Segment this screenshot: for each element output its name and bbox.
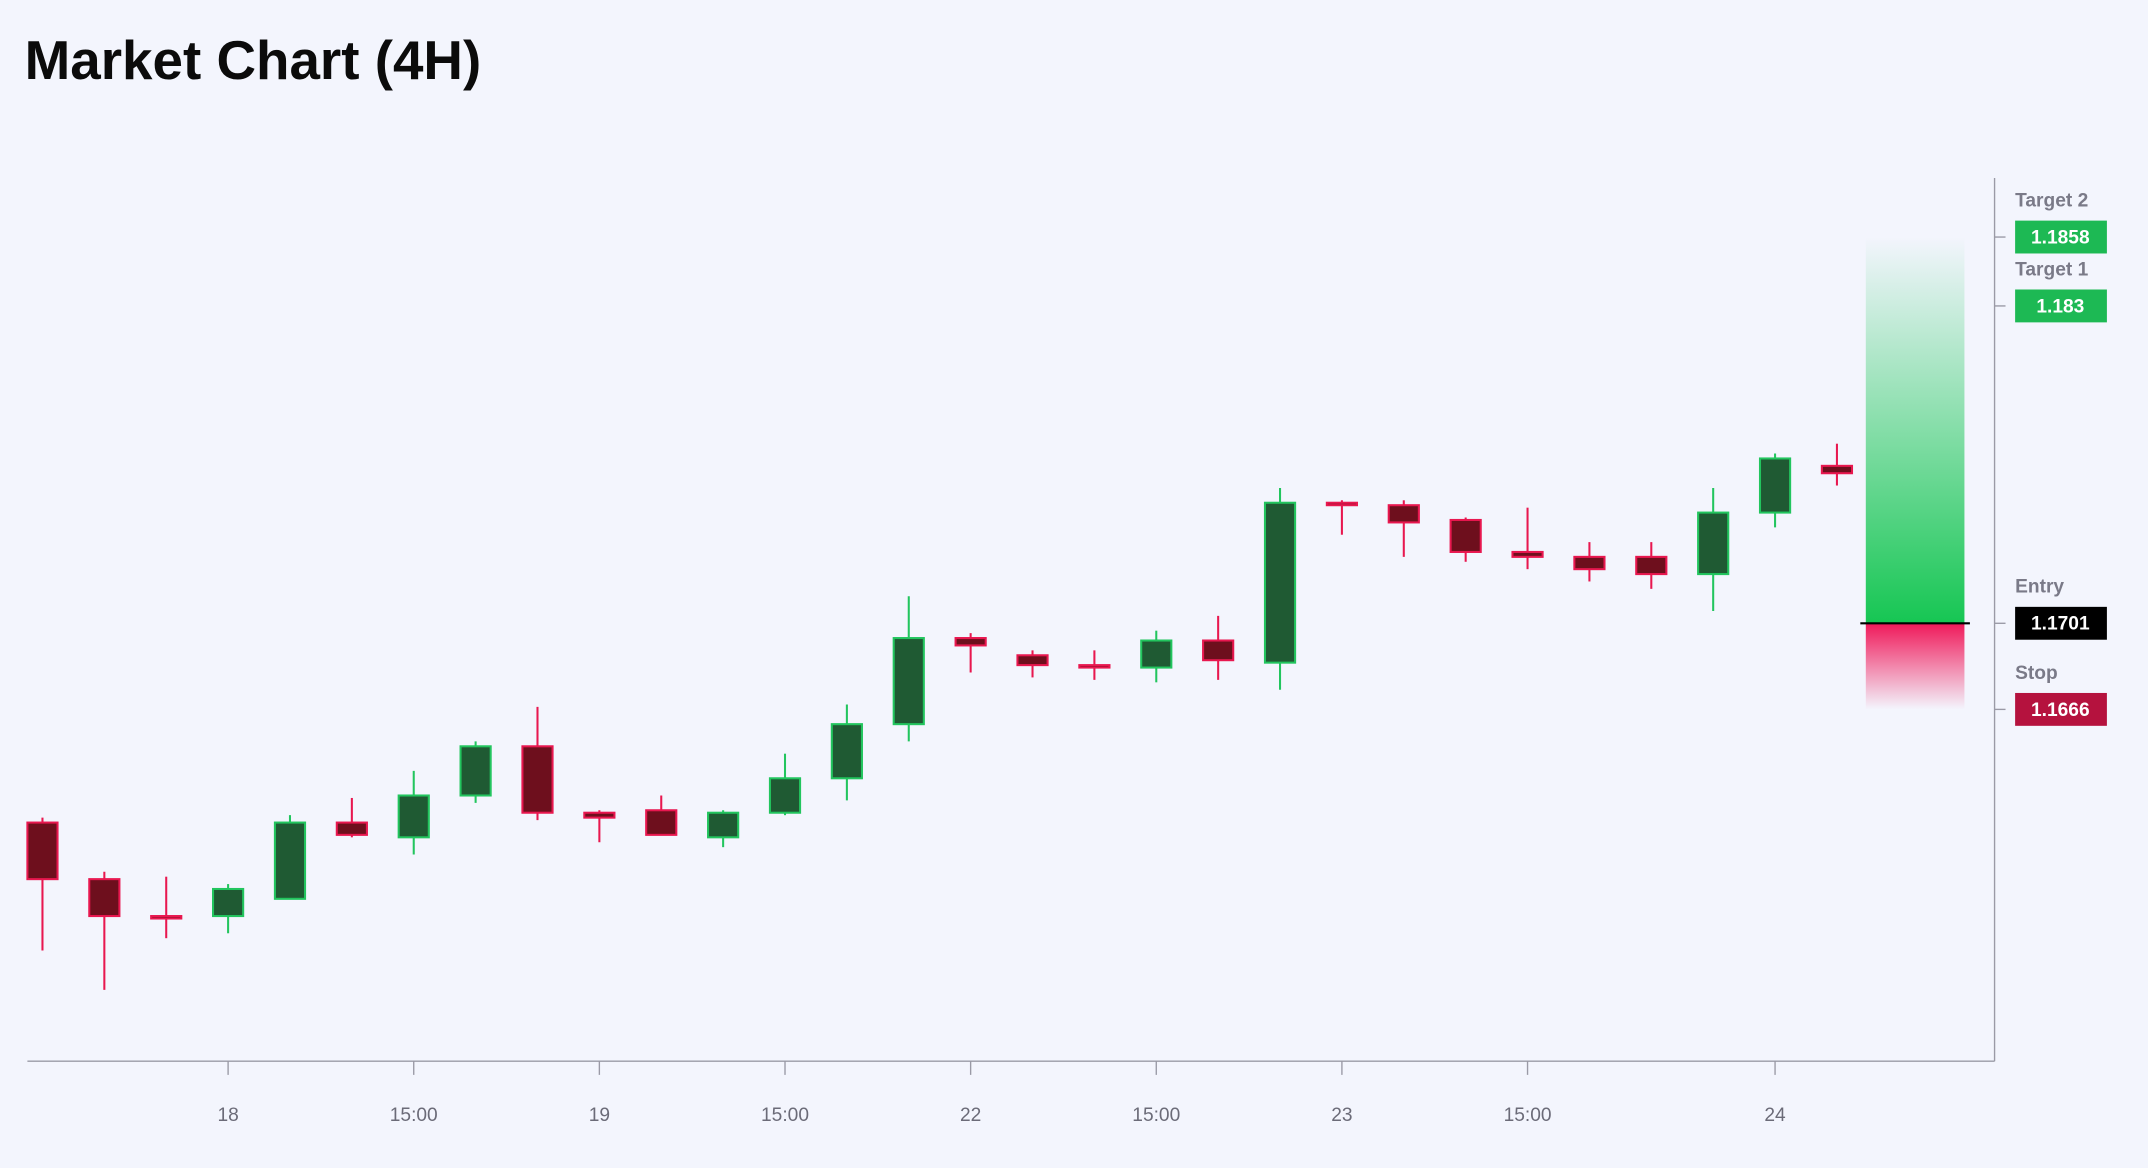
candle-body — [1325, 501, 1359, 507]
candle-body — [1573, 555, 1606, 571]
candle-body — [1449, 518, 1482, 553]
candle-body — [397, 794, 430, 839]
x-tick-label: 22 — [960, 1105, 981, 1126]
x-tick-label: 24 — [1764, 1105, 1786, 1126]
candle-body — [1140, 639, 1173, 669]
level-name: Target 2 — [2015, 191, 2088, 212]
level-value: 1.183 — [2036, 296, 2084, 317]
candle-body — [892, 637, 925, 726]
candle-body — [1635, 555, 1668, 576]
level-badge — [2015, 692, 2107, 726]
candle-body — [459, 745, 492, 797]
candle-body — [150, 915, 183, 920]
x-tick-label: 15:00 — [1504, 1105, 1552, 1126]
x-tick-label: 15:00 — [390, 1105, 438, 1126]
level-name: Target 1 — [2015, 259, 2088, 280]
candle-body — [1078, 664, 1111, 669]
loss-zone — [1865, 623, 1965, 710]
candle-body — [1016, 654, 1049, 667]
candle-body — [768, 777, 802, 814]
candle-body — [521, 745, 554, 814]
candle-body — [1820, 464, 1854, 475]
candle-body — [26, 821, 59, 881]
x-tick-label: 19 — [589, 1105, 610, 1126]
candle-body — [954, 637, 987, 647]
candle-body — [645, 809, 678, 836]
candle-body — [273, 821, 307, 900]
level-name: Entry — [2015, 577, 2064, 598]
chart-title: Market Chart (4H) — [25, 29, 482, 91]
candle-body — [707, 811, 740, 839]
x-tick-label: 18 — [217, 1105, 238, 1126]
x-tick-label: 23 — [1331, 1105, 1352, 1126]
level-name: Stop — [2015, 663, 2058, 684]
profit-zone — [1865, 237, 1965, 624]
level-badge — [2015, 606, 2107, 640]
candle-body — [1387, 504, 1420, 524]
candle-body — [1263, 501, 1297, 664]
candle-body — [1202, 639, 1235, 662]
candle-body — [212, 887, 245, 918]
level-value: 1.1701 — [2031, 614, 2090, 635]
level-value: 1.1666 — [2031, 700, 2090, 721]
candle-body — [335, 821, 368, 836]
candle-body — [583, 811, 616, 819]
candle-body — [1511, 550, 1544, 558]
candle-body — [1758, 457, 1792, 514]
level-value: 1.1858 — [2031, 227, 2090, 248]
x-tick-label: 15:00 — [761, 1105, 809, 1126]
x-tick-label: 15:00 — [1132, 1105, 1180, 1126]
level-badge — [2015, 220, 2107, 254]
level-badge — [2015, 289, 2107, 323]
candle-body — [88, 878, 121, 918]
candle-body — [830, 723, 863, 780]
candle-body — [1697, 511, 1730, 576]
